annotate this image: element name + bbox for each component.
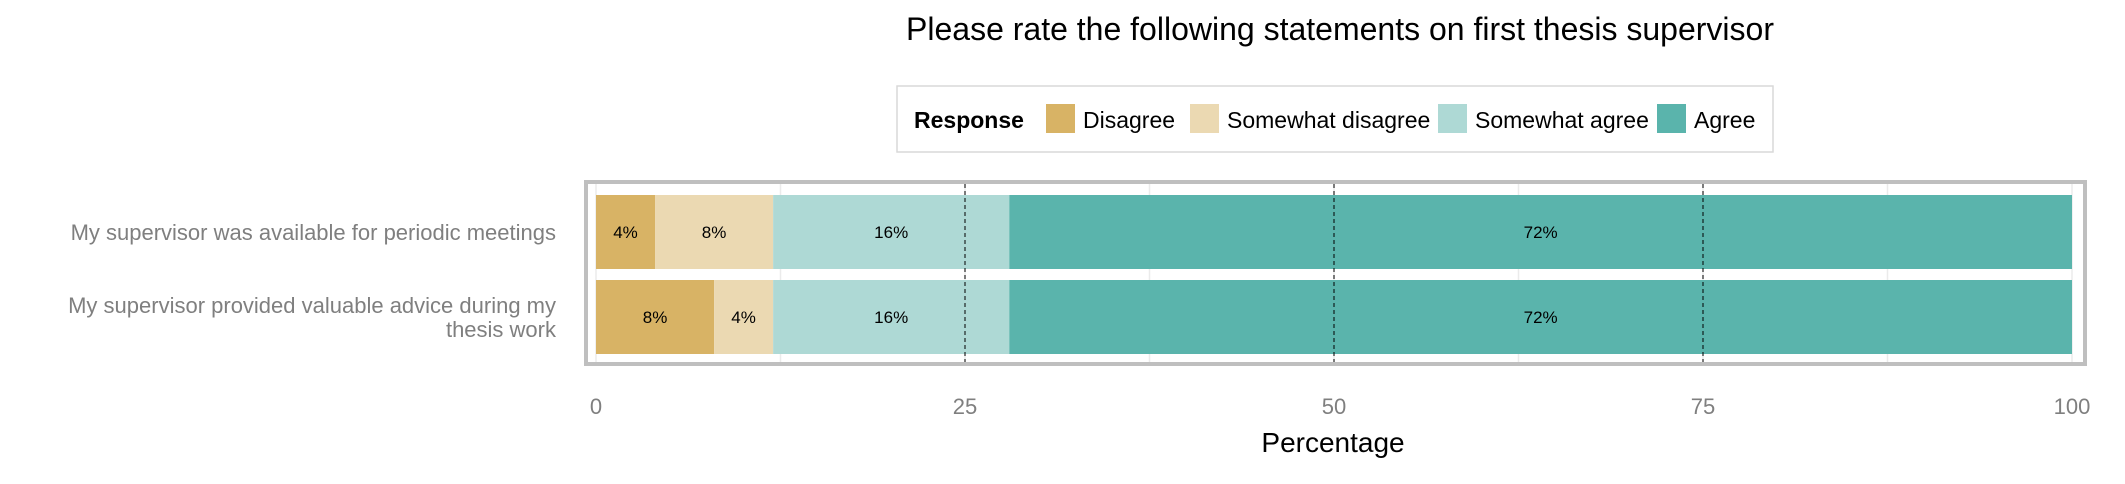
bars: [596, 195, 2072, 354]
x-tick-label: 50: [1322, 394, 1346, 419]
legend-swatch: [1046, 104, 1075, 133]
bar-somewhat-disagree-row-2: [714, 280, 774, 354]
legend-swatch: [1438, 104, 1467, 133]
x-axis-title: Percentage: [1261, 427, 1404, 458]
bar-disagree-row-2: [596, 280, 715, 354]
legend-box: [896, 85, 1774, 153]
legend-label: Disagree: [1083, 107, 1175, 133]
data-label: 8%: [643, 308, 668, 327]
data-label: 4%: [731, 308, 756, 327]
x-tick-label: 0: [590, 394, 602, 419]
bar-somewhat-agree-row-1: [773, 195, 1010, 269]
bar-somewhat-disagree-row-1: [655, 195, 774, 269]
legend-label: Somewhat disagree: [1227, 107, 1430, 133]
x-tick-label: 75: [1691, 394, 1715, 419]
data-label: 4%: [613, 223, 638, 242]
legend-swatch: [1190, 104, 1219, 133]
category-label: My supervisor was available for periodic…: [71, 220, 556, 245]
legend-label: Agree: [1694, 107, 1755, 133]
bar-agree-row-1: [1009, 195, 2072, 269]
data-label: 16%: [874, 308, 908, 327]
data-label: 72%: [1524, 308, 1558, 327]
data-label: 72%: [1524, 223, 1558, 242]
x-tick-label: 100: [2054, 394, 2091, 419]
legend-label: Somewhat agree: [1475, 107, 1649, 133]
legend: Response Disagree Somewhat disagree Somewh…: [896, 85, 1774, 153]
bar-somewhat-agree-row-2: [773, 280, 1010, 354]
data-labels: 4% 8% 16% 72% 8% 4% 16% 72%: [613, 223, 1557, 327]
chart-title: Please rate the following statements on …: [906, 11, 1774, 47]
data-label: 8%: [702, 223, 727, 242]
bar-disagree-row-1: [596, 195, 656, 269]
data-label: 16%: [874, 223, 908, 242]
category-label: My supervisor provided valuable advice d…: [68, 293, 557, 342]
x-axis-ticks: 0 25 50 75 100: [590, 394, 2090, 419]
legend-title: Response: [914, 107, 1024, 133]
x-tick-label: 25: [953, 394, 977, 419]
legend-swatch: [1657, 104, 1686, 133]
bar-agree-row-2: [1009, 280, 2072, 354]
category-labels: My supervisor was available for periodic…: [68, 220, 557, 342]
reference-lines: [964, 184, 1704, 362]
